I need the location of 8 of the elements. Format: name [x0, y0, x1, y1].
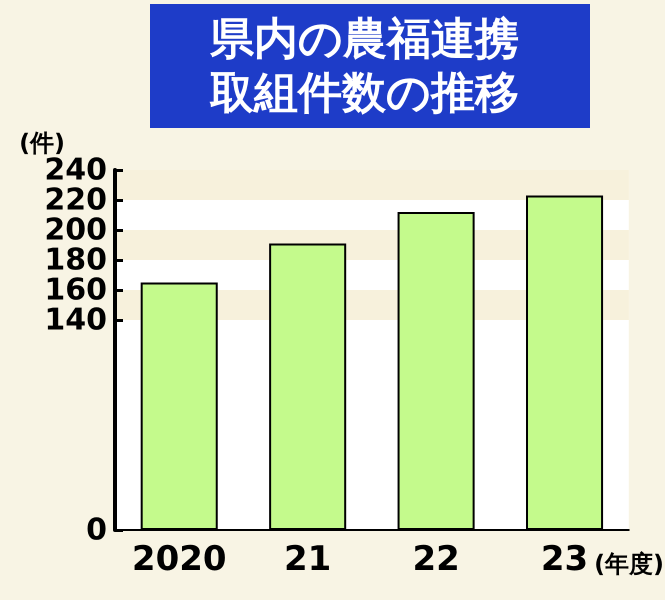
y-tick-label: 0 [86, 512, 107, 548]
y-axis-title: (件) [19, 129, 65, 158]
x-tick-label: 21 [284, 539, 332, 579]
x-axis-title: (年度) [594, 550, 664, 578]
chart-title: 県内の農福連携取組件数の推移 [209, 14, 519, 118]
x-tick-label: 23 [540, 539, 588, 579]
x-tick-label: 2020 [132, 539, 227, 579]
x-tick-label: 22 [412, 539, 460, 579]
